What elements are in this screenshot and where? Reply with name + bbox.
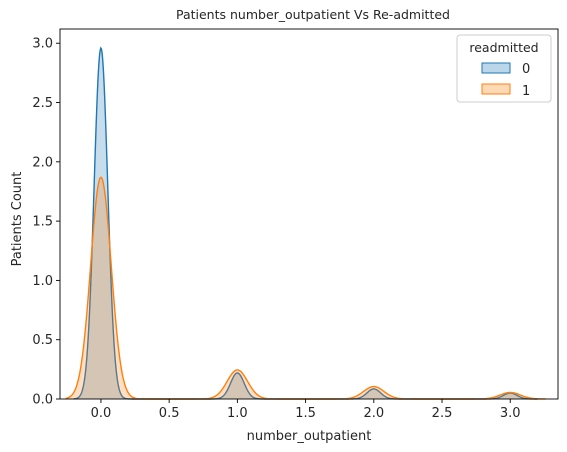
x-tick-label: 1.5 xyxy=(295,406,316,421)
x-tick-label: 2.5 xyxy=(432,406,453,421)
y-tick-label: 3.0 xyxy=(32,37,53,52)
legend: readmitted 0 1 xyxy=(457,35,551,102)
chart-title: Patients number_outpatient Vs Re-admitte… xyxy=(176,7,450,22)
x-tick-label: 0.0 xyxy=(91,406,112,421)
x-tick-label: 2.0 xyxy=(363,406,384,421)
x-tick-label: 1.0 xyxy=(227,406,248,421)
y-axis-title: Patients Count xyxy=(10,172,25,267)
y-tick-label: 1.0 xyxy=(32,274,53,289)
legend-title: readmitted xyxy=(469,40,538,55)
x-axis-title: number_outpatient xyxy=(247,429,372,444)
y-tick-label: 1.5 xyxy=(32,215,53,230)
legend-swatch-1 xyxy=(482,84,510,94)
y-tick-label: 0.5 xyxy=(32,333,53,348)
y-tick-label: 0.0 xyxy=(32,393,53,408)
legend-label-1: 1 xyxy=(522,84,530,99)
x-tick-label: 0.5 xyxy=(159,406,180,421)
y-tick-label: 2.5 xyxy=(32,96,53,111)
legend-label-0: 0 xyxy=(522,62,530,77)
legend-swatch-0 xyxy=(482,63,510,73)
x-tick-label: 3.0 xyxy=(500,406,521,421)
y-tick-label: 2.0 xyxy=(32,155,53,170)
